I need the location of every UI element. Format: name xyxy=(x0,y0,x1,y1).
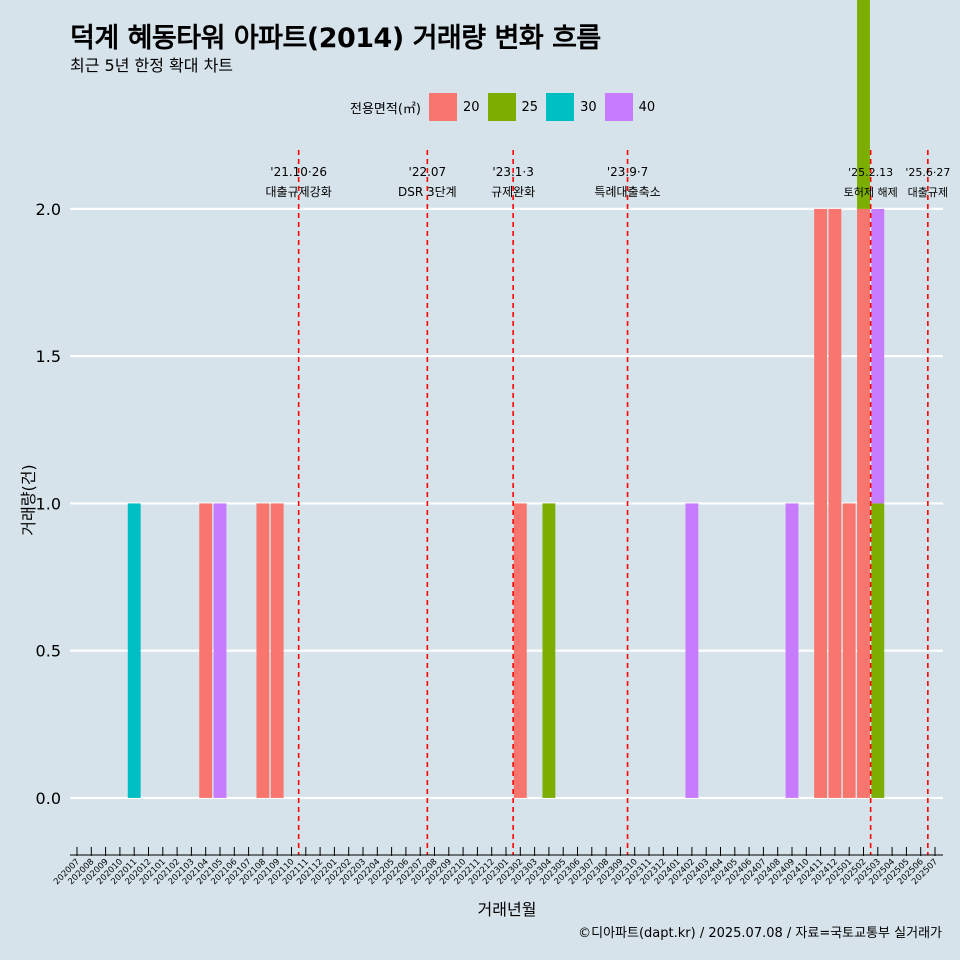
bar-40-202105 xyxy=(213,503,227,798)
event-date: '25.6·27 xyxy=(905,166,950,179)
legend-label: 40 xyxy=(638,99,656,115)
bar-20-202302 xyxy=(513,503,527,798)
event-label: 특례대출축소 xyxy=(594,185,660,199)
event-date: '22.07 xyxy=(409,165,447,179)
bar-40-202503 xyxy=(871,208,885,504)
legend: 전용면적(㎡) 20 25 30 40 xyxy=(350,92,663,122)
x-axis-title: 거래년월 xyxy=(478,900,537,919)
event-date: '25.2.13 xyxy=(848,166,893,179)
bar-20-202109 xyxy=(270,503,284,798)
legend-item-20: 20 xyxy=(428,93,480,121)
event-date: '23.1·3 xyxy=(492,165,533,179)
legend-swatch xyxy=(546,93,575,121)
y-tick-label: 1.5 xyxy=(36,347,61,366)
y-axis-title: 거래량(건) xyxy=(19,464,38,535)
chart-subtitle: 최근 5년 한정 확대 차트 xyxy=(70,56,234,75)
legend-title: 전용면적(㎡) xyxy=(350,101,421,117)
caption: ©디아파트(dapt.kr) / 2025.07.08 / 자료=국토교통부 실… xyxy=(578,926,942,941)
bar-20-202108 xyxy=(256,503,270,798)
event-date: '21.10·26 xyxy=(270,165,327,179)
bar-30-202011 xyxy=(127,503,141,798)
event-label: DSR 3단계 xyxy=(398,185,457,199)
y-tick-label: 0.5 xyxy=(36,642,61,661)
event-label: 규제완화 xyxy=(491,185,535,199)
event-label: 토허제 해제 xyxy=(844,185,898,199)
legend-label: 25 xyxy=(521,99,539,115)
bar-25-202304 xyxy=(542,503,556,798)
bar-20-202104 xyxy=(199,503,213,798)
legend-swatch xyxy=(604,93,633,121)
bar-20-202501 xyxy=(842,503,856,798)
legend-label: 30 xyxy=(580,99,597,115)
event-label: 대출규제 xyxy=(908,186,948,199)
event-label: 대출규제강화 xyxy=(266,185,332,199)
legend-item-30: 30 xyxy=(546,93,597,121)
legend-swatch xyxy=(428,93,457,121)
event-date: '23.9·7 xyxy=(607,165,648,179)
bar-40-202409 xyxy=(785,503,799,798)
legend-item-25: 25 xyxy=(487,93,539,121)
bar-20-202411 xyxy=(814,208,828,798)
y-tick-label: 1.0 xyxy=(36,494,61,513)
chart-title: 덕계 혜동타워 아파트(2014) 거래량 변화 흐름 xyxy=(70,23,601,54)
legend-label: 20 xyxy=(462,99,480,115)
y-tick-label: 0.0 xyxy=(36,789,61,808)
bar-25-202502 xyxy=(857,0,870,209)
y-tick-label: 2.0 xyxy=(36,200,61,219)
bar-40-202402 xyxy=(685,503,699,798)
bar-25-202503 xyxy=(871,503,885,798)
legend-swatch xyxy=(487,93,516,121)
bar-20-202502 xyxy=(857,208,870,798)
legend-item-40: 40 xyxy=(604,93,656,121)
bar-20-202412 xyxy=(828,208,842,798)
